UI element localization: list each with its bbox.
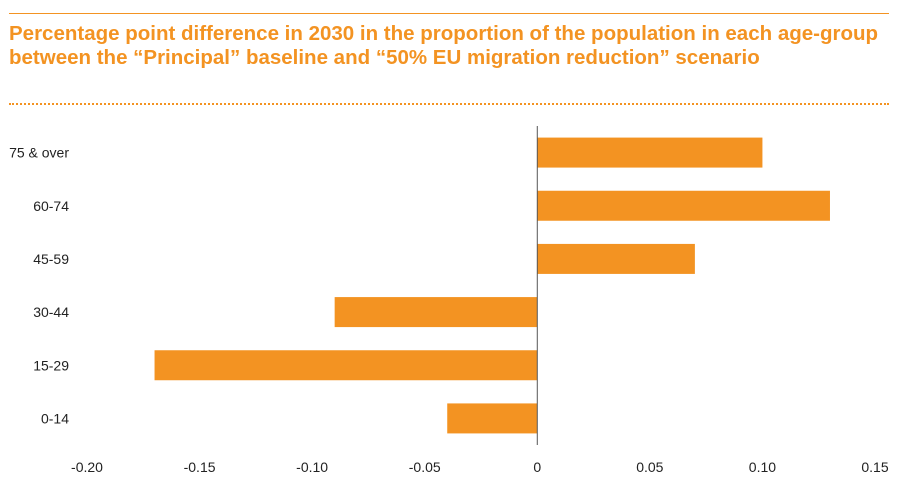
bar-60-74: [537, 190, 830, 221]
x-tick-labels-group: -0.20 -0.15 -0.10 -0.05 0 0.05 0.10 0.15: [71, 459, 889, 475]
x-tick-label: 0.10: [749, 459, 776, 475]
category-label: 30-44: [33, 304, 69, 320]
bars-group: [154, 137, 830, 434]
chart-title: Percentage point difference in 2030 in t…: [9, 22, 879, 69]
x-tick-label: 0: [533, 459, 541, 475]
bar-75-over: [537, 137, 763, 168]
x-tick-label: -0.15: [184, 459, 216, 475]
category-label: 45-59: [33, 251, 69, 267]
x-tick-label: -0.10: [296, 459, 328, 475]
bar-30-44: [334, 297, 538, 328]
bar-45-59: [537, 243, 695, 274]
category-label: 15-29: [33, 357, 69, 373]
bar-0-14: [447, 403, 538, 434]
bar-15-29: [154, 350, 538, 381]
x-tick-label: -0.20: [71, 459, 103, 475]
title-dotted-rule: [9, 103, 889, 105]
category-labels-group: 75 & over 60-74 45-59 30-44 15-29 0-14: [9, 145, 69, 427]
category-label: 75 & over: [9, 145, 69, 161]
x-tick-label: 0.15: [861, 459, 888, 475]
category-label: 60-74: [33, 198, 69, 214]
x-tick-label: -0.05: [409, 459, 441, 475]
top-rule: [9, 13, 889, 14]
category-label: 0-14: [41, 410, 69, 426]
x-tick-label: 0.05: [636, 459, 663, 475]
